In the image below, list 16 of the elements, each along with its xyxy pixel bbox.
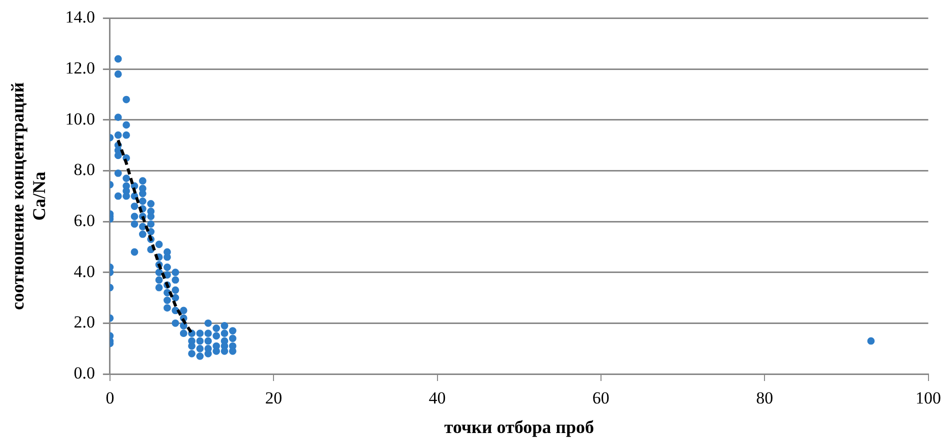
x-tick-label: 80 bbox=[756, 388, 774, 408]
y-tick-label: 0.0 bbox=[74, 363, 95, 382]
x-axis-title: точки отбора проб bbox=[444, 416, 594, 437]
y-tick-label: 4.0 bbox=[74, 262, 95, 281]
x-tick-label: 40 bbox=[428, 388, 446, 408]
y-tick-label: 12.0 bbox=[65, 58, 95, 78]
y-axis-title: соотношение концентраций Ca/Na bbox=[7, 82, 50, 310]
y-tick-label: 6.0 bbox=[74, 210, 95, 230]
x-tick-label: 20 bbox=[265, 388, 282, 408]
y-tick-label: 2.0 bbox=[74, 312, 95, 332]
y-tick-label: 8.0 bbox=[74, 160, 95, 180]
x-tick-label: 0 bbox=[106, 388, 114, 408]
x-tick-label: 100 bbox=[916, 388, 941, 408]
y-tick-label: 10.0 bbox=[65, 109, 95, 128]
x-tick-label: 60 bbox=[592, 388, 610, 408]
y-tick-label: 14.0 bbox=[65, 8, 95, 27]
